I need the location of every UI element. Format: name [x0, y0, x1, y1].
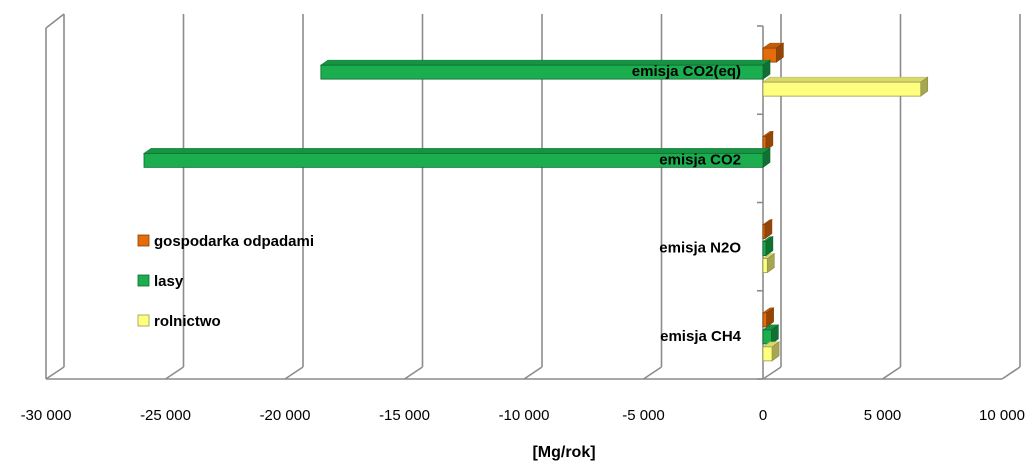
x-tick-label: -25 000 [140, 407, 191, 424]
bar-front [762, 224, 766, 240]
legend-label: rolnictwo [154, 313, 221, 330]
bar [319, 59, 771, 80]
bars [143, 42, 929, 362]
legend-item: rolnictwo [137, 313, 221, 330]
gridline-foot [165, 366, 184, 380]
legend-label: gospodarka odpadami [154, 233, 314, 250]
x-tick-label: -5 000 [622, 407, 665, 424]
gridline-foot [762, 366, 782, 380]
legend-item: lasy [137, 273, 184, 290]
bar-front [762, 258, 768, 274]
gridline-foot [882, 366, 901, 380]
bar [762, 324, 780, 345]
gridline-foot [404, 366, 423, 380]
legend-swatch [137, 314, 150, 327]
bar [762, 307, 775, 328]
gridline-foot [284, 366, 304, 380]
left-wall-top [45, 13, 65, 29]
category-label: emisja CO2(eq) [632, 63, 741, 80]
bar [762, 76, 929, 97]
gridline-foot [523, 366, 543, 380]
bar-front [143, 152, 764, 168]
bar-front [762, 241, 767, 257]
x-tick-label: -20 000 [260, 407, 311, 424]
x-tick-label: 5 000 [864, 407, 902, 424]
category-label: emisja CO2 [659, 151, 741, 168]
legend-swatch [137, 234, 150, 247]
category-label: emisja CH4 [660, 328, 742, 345]
x-tick-labels: -30 000 -25 000 -20 000 -15 000 -10 000 -5 00… [21, 407, 1025, 424]
x-tick-label: 10 000 [979, 407, 1025, 424]
bar-front [762, 81, 922, 97]
gridline-foot [45, 366, 65, 380]
x-tick-label: -30 000 [21, 407, 72, 424]
gridline-foot [643, 366, 662, 380]
x-axis-label: [Mg/rok] [532, 444, 595, 461]
bar-front [320, 64, 764, 80]
legend-swatch [137, 274, 150, 287]
legend: gospodarka odpadami lasy rolnictwo [137, 233, 314, 330]
x-tick-label: 0 [759, 407, 767, 424]
category-label: emisja N2O [659, 240, 741, 257]
bar [143, 147, 771, 168]
bar [762, 341, 781, 362]
legend-label: lasy [154, 273, 184, 290]
bar [762, 42, 785, 63]
category-labels: emisja CO2(eq) emisja CO2 emisja N2O emisja… [632, 63, 742, 345]
bar-front [762, 312, 767, 328]
bar [762, 236, 774, 257]
bar-top [762, 76, 929, 83]
bar [762, 253, 776, 274]
legend-item: gospodarka odpadami [137, 233, 314, 250]
bar [762, 130, 774, 151]
bar-front [762, 346, 773, 362]
bar [762, 219, 773, 240]
x-tick-label: -15 000 [379, 407, 430, 424]
x-tick-label: -10 000 [499, 407, 550, 424]
gridline-foot [1001, 366, 1021, 380]
